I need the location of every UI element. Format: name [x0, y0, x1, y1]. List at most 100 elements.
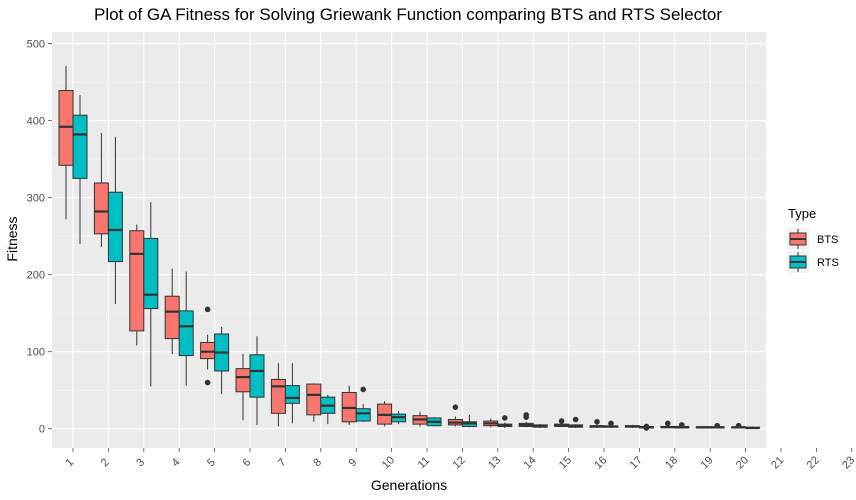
x-tick-label: 18	[663, 454, 680, 471]
x-tick-label: 22	[805, 454, 822, 471]
box-bts-11	[412, 411, 428, 427]
panel-background	[52, 32, 766, 448]
legend-title: Type	[788, 206, 816, 221]
outlier-point	[714, 422, 720, 429]
legend: Type BTS RTS	[787, 206, 839, 273]
box-rts-7	[284, 363, 300, 424]
box-rts-17	[638, 423, 654, 431]
box-body	[72, 114, 88, 179]
outlier-point	[608, 420, 614, 427]
box-rts-2	[107, 136, 123, 304]
box-body	[355, 408, 371, 422]
x-axis: 1 2 3 4 5 6 7 8 9 10 11 12 13 14 15 16 17 18 19 20 21 22 23	[63, 448, 856, 471]
box-bts-16	[589, 419, 605, 428]
box-rts-18	[674, 422, 690, 429]
box-rts-8	[320, 394, 336, 425]
box-rts-19	[709, 422, 725, 429]
box-rts-14	[532, 424, 548, 428]
x-tick-label: 23	[840, 454, 856, 471]
box-rts-10	[391, 411, 407, 425]
box-body	[143, 237, 159, 310]
plot-panel	[52, 32, 766, 448]
box-bts-5	[200, 306, 216, 386]
box-rts-20	[745, 426, 761, 430]
outlier-point	[572, 416, 579, 423]
box-bts-13	[483, 418, 499, 428]
box-body	[284, 385, 300, 404]
box-rts-13	[497, 415, 513, 428]
x-tick-label: 21	[769, 454, 786, 471]
x-tick-label: 20	[734, 454, 751, 471]
x-tick-label: 2	[99, 456, 112, 469]
y-axis: 0 100 200 300 400 500	[27, 39, 52, 436]
outlier-point	[204, 379, 211, 386]
x-tick-label: 3	[134, 456, 147, 469]
y-tick-label: 500	[27, 39, 45, 51]
box-bts-19	[695, 426, 711, 429]
x-tick-label: 15	[557, 454, 574, 471]
box-body	[93, 182, 109, 235]
x-tick-label: 1	[63, 456, 76, 469]
box-bts-10	[377, 401, 393, 427]
box-bts-12	[447, 404, 463, 427]
x-tick-label: 11	[416, 455, 433, 472]
y-tick-label: 100	[27, 347, 45, 359]
box-rts-1	[72, 95, 88, 244]
box-bts-9	[341, 385, 357, 425]
box-body	[129, 230, 145, 332]
x-tick-label: 10	[380, 454, 397, 471]
x-tick-label: 6	[240, 456, 253, 469]
box-body	[58, 90, 74, 166]
x-tick-label: 13	[486, 454, 503, 471]
box-bts-3	[129, 224, 145, 346]
box-rts-6	[249, 336, 265, 425]
y-tick-label: 400	[27, 116, 45, 128]
box-rts-5	[214, 327, 230, 395]
box-bts-17	[624, 424, 640, 428]
box-bts-14	[518, 412, 534, 428]
box-body	[178, 310, 194, 357]
box-body	[200, 341, 216, 360]
outlier-point	[558, 418, 565, 424]
outlier-point	[665, 420, 671, 427]
x-tick-label: 4	[170, 456, 183, 469]
box-rts-3	[143, 202, 159, 387]
x-tick-label: 14	[522, 454, 539, 471]
outlier-point	[643, 423, 650, 430]
outlier-point	[679, 422, 685, 428]
box-bts-1	[58, 65, 74, 220]
outlier-point	[735, 422, 742, 429]
x-tick-label: 9	[347, 456, 360, 469]
box-rts-9	[355, 386, 371, 422]
box-body	[306, 383, 322, 416]
y-tick-label: 200	[27, 270, 45, 282]
box-layer	[58, 65, 761, 431]
box-bts-8	[306, 383, 322, 422]
x-tick-label: 19	[699, 454, 716, 471]
box-rts-12	[461, 414, 477, 428]
box-body	[249, 354, 265, 398]
outlier-point	[360, 386, 367, 393]
x-tick-label: 16	[592, 454, 609, 471]
y-axis-title: Fitness	[4, 216, 20, 261]
outlier-point	[502, 415, 508, 421]
outlier-point	[204, 306, 211, 313]
legend-label-rts: RTS	[817, 257, 839, 269]
box-rts-4	[178, 271, 194, 386]
box-rts-16	[603, 420, 619, 428]
x-tick-label: 17	[628, 454, 645, 471]
x-axis-title: Generations	[371, 477, 447, 493]
box-body	[164, 295, 180, 340]
box-body	[235, 368, 251, 393]
x-tick-label: 8	[311, 456, 324, 469]
box-bts-15	[554, 418, 570, 428]
legend-key-bts	[787, 228, 809, 250]
box-bts-6	[235, 354, 251, 421]
box-rts-11	[426, 417, 442, 427]
box-rts-15	[568, 416, 584, 428]
y-tick-label: 300	[27, 193, 45, 205]
y-tick-label: 0	[39, 424, 45, 436]
legend-key-rts	[787, 251, 809, 273]
x-tick-label: 5	[205, 456, 218, 469]
